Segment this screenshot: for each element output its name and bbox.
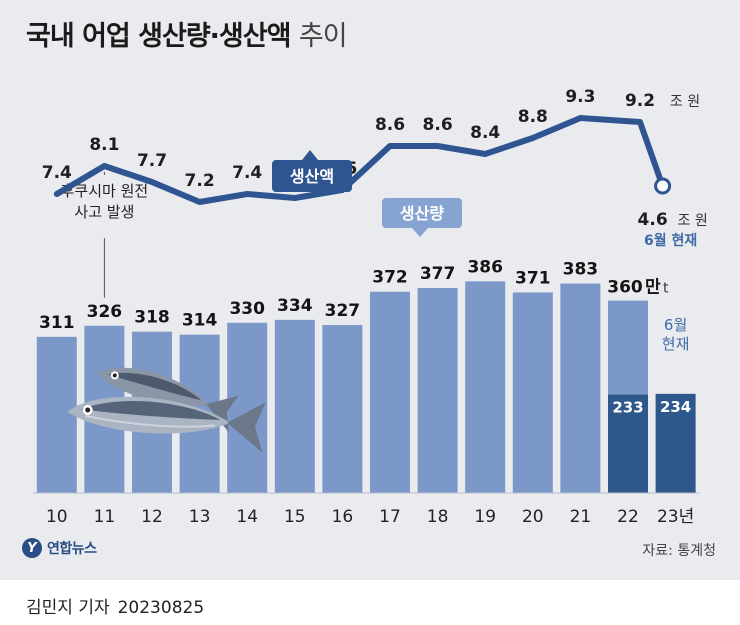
partial-bar-label-22: 233 [612, 399, 643, 417]
line-badge-label: 생산액 [290, 167, 334, 186]
june-note-bar-2: 현재 [662, 335, 690, 353]
bar-badge-label: 생산량 [400, 204, 444, 223]
x-tick-17: 17 [379, 507, 401, 527]
logo-icon: Y [22, 538, 42, 558]
x-tick-20: 20 [522, 507, 544, 527]
bar-unit-man: 만 [645, 278, 661, 298]
partial-bar-22 [608, 394, 648, 493]
bar-label-19: 386 [467, 257, 503, 277]
line-badge-shape [272, 150, 352, 192]
x-tick-19: 19 [474, 507, 496, 527]
line-label-12: 7.7 [137, 151, 167, 171]
bar-unit-t: t [663, 281, 669, 297]
x-tick-16: 16 [332, 507, 354, 527]
chart-panel: 국내 어업 생산량·생산액 추이 311 326 318 314 330 334 327 37… [0, 0, 740, 580]
bar-label-20: 371 [515, 268, 551, 288]
line-label-13: 7.2 [185, 171, 215, 191]
line-unit-22: 조 원 [670, 94, 700, 110]
credit-author: 김민지 기자 [26, 598, 110, 618]
bar-label-12: 318 [134, 308, 170, 328]
bar-label-15: 334 [277, 296, 313, 316]
bar-18 [417, 288, 458, 493]
bar-21 [560, 283, 601, 493]
bar-label-18: 377 [420, 264, 456, 284]
bar-group: 311 326 318 314 330 334 327 372 377 386 371 383 360 만… [36, 198, 696, 493]
x-tick-23년: 23년 [657, 507, 694, 527]
bar-label-13: 314 [182, 311, 218, 331]
logo: Y 연합뉴스 [22, 538, 97, 558]
bar-label-14: 330 [229, 299, 265, 319]
line-label-10: 7.4 [42, 163, 72, 183]
line-unit-23: 조 원 [677, 213, 707, 229]
line-badge: 생산액 [272, 150, 352, 192]
partial-bar-label-23년: 234 [660, 398, 691, 416]
x-tick-22: 22 [617, 507, 639, 527]
credit: 김민지 기자 20230825 [26, 593, 204, 618]
x-tick-10: 10 [46, 507, 68, 527]
fukushima-note-2: 사고 발생 [74, 203, 134, 221]
x-tick-12: 12 [141, 507, 163, 527]
bar-label-22: 360 [607, 278, 643, 298]
chart-svg: 311 326 318 314 330 334 327 372 377 386 371 383 360 만… [33, 87, 708, 527]
fish-illustration [67, 367, 266, 453]
line-label-14: 7.4 [232, 163, 262, 183]
source-note: 자료: 통계청 [642, 543, 716, 559]
chart-title: 국내 어업 생산량·생산액 추이 [26, 14, 348, 53]
x-tick-13: 13 [189, 507, 211, 527]
bar-20 [512, 292, 553, 493]
bar-label-10: 311 [39, 313, 75, 333]
title-main: 국내 어업 생산량·생산액 [26, 21, 291, 52]
line-label-22: 9.2 [625, 91, 655, 111]
bar-label-17: 372 [372, 268, 408, 288]
bar-17 [370, 291, 410, 493]
fukushima-note-1: 후쿠시마 원전 [61, 182, 149, 200]
line-label-19: 8.4 [470, 123, 500, 143]
bar-10 [36, 336, 77, 493]
line-label-11: 8.1 [89, 135, 119, 155]
line-label-18: 8.6 [423, 115, 453, 135]
bar-label-16: 327 [325, 301, 361, 321]
line-label-21: 9.3 [565, 87, 595, 107]
bar-16 [322, 325, 363, 493]
x-tick-15: 15 [284, 507, 306, 527]
bar-label-21: 383 [563, 260, 599, 280]
bar-15 [274, 319, 315, 493]
x-tick-11: 11 [94, 507, 116, 527]
bar-label-11: 326 [87, 302, 123, 322]
line-label-17: 8.6 [375, 115, 405, 135]
bar-badge-shape [382, 198, 462, 237]
bar-badge: 생산량 [382, 198, 462, 237]
bar-19 [465, 281, 506, 493]
x-axis: 10 11 12 13 14 15 16 17 18 19 20 21 22 23년 [33, 492, 700, 527]
june-note-bar-1: 6월 [664, 316, 687, 334]
title-sub: 추이 [298, 21, 348, 52]
line-point-23년 [654, 177, 672, 195]
x-tick-21: 21 [570, 507, 592, 527]
line-label-23년: 4.6 [638, 210, 668, 230]
credit-date: 20230825 [117, 598, 205, 618]
june-note-line: 6월 현재 [644, 232, 697, 249]
x-tick-14: 14 [236, 507, 258, 527]
value-line [53, 115, 666, 205]
logo-text: 연합뉴스 [47, 541, 97, 557]
partial-bar-23년 [655, 393, 696, 493]
x-tick-18: 18 [427, 507, 449, 527]
line-label-20: 8.8 [518, 107, 548, 127]
